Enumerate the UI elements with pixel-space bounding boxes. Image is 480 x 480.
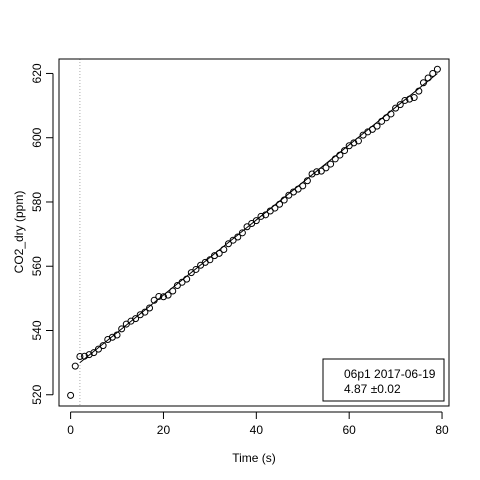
data-point — [192, 265, 200, 273]
data-point — [99, 342, 107, 350]
data-point — [206, 256, 214, 264]
x-tick-label: 80 — [435, 423, 449, 437]
data-point — [67, 391, 75, 399]
data-point — [113, 331, 121, 339]
x-tick-label: 0 — [67, 423, 74, 437]
data-point — [327, 160, 335, 168]
data-point — [317, 167, 325, 175]
y-tick-label: 540 — [30, 320, 44, 340]
data-point — [173, 282, 181, 290]
data-point — [294, 185, 302, 193]
data-point — [90, 349, 98, 357]
data-point — [85, 351, 93, 359]
data-point — [392, 104, 400, 112]
data-point — [81, 352, 89, 360]
data-point — [183, 275, 191, 283]
y-tick-label: 580 — [30, 192, 44, 212]
data-point — [373, 122, 381, 130]
data-point — [276, 200, 284, 208]
data-point — [280, 196, 288, 204]
data-point — [234, 233, 242, 241]
data-point — [141, 308, 149, 316]
data-point — [424, 74, 432, 82]
data-point — [378, 117, 386, 125]
data-point — [76, 353, 84, 361]
data-points-layer — [67, 65, 441, 399]
y-axis-label: CO2_dry (ppm) — [12, 191, 26, 274]
legend: 06p1 2017-06-19 4.87 ±0.02 — [322, 358, 445, 402]
data-point — [155, 292, 163, 300]
data-point — [419, 79, 427, 87]
data-point — [350, 139, 358, 147]
x-tick-label: 40 — [250, 423, 264, 437]
data-point — [118, 325, 126, 333]
data-point — [229, 236, 237, 244]
data-point — [215, 249, 223, 257]
y-tick-label: 620 — [30, 63, 44, 83]
data-point — [169, 287, 177, 295]
x-tick-label: 20 — [157, 423, 171, 437]
data-point — [354, 137, 362, 145]
data-point — [132, 315, 140, 323]
data-point — [146, 304, 154, 312]
data-point — [220, 246, 228, 254]
y-tick-label: 560 — [30, 256, 44, 276]
data-point — [285, 191, 293, 199]
data-point — [164, 291, 172, 299]
data-point — [336, 151, 344, 159]
data-point — [257, 212, 265, 220]
legend-line-1: 06p1 2017-06-19 — [344, 367, 436, 381]
data-point — [71, 362, 79, 370]
legend-box — [322, 358, 445, 402]
y-axis: 520 540 560 580 600 620 — [30, 63, 54, 405]
data-point — [406, 95, 414, 103]
data-point — [159, 293, 167, 301]
data-point — [303, 177, 311, 185]
data-point — [429, 69, 437, 77]
data-point — [252, 217, 260, 225]
data-point — [313, 168, 321, 176]
data-point — [382, 114, 390, 122]
data-point — [396, 101, 404, 109]
data-point — [368, 125, 376, 133]
data-point — [299, 182, 307, 190]
plot-frame — [58, 58, 450, 407]
y-tick-label: 520 — [30, 384, 44, 404]
data-point — [94, 345, 102, 353]
data-point — [415, 87, 423, 95]
y-tick-label: 600 — [30, 127, 44, 147]
x-axis-label: Time (s) — [232, 451, 276, 465]
data-point — [359, 131, 367, 139]
data-point — [238, 229, 246, 237]
data-point — [341, 147, 349, 155]
data-point — [187, 269, 195, 277]
data-point — [322, 164, 330, 172]
data-point — [243, 223, 251, 231]
data-point — [224, 240, 232, 248]
x-tick-label: 60 — [342, 423, 356, 437]
legend-line-2: 4.87 ±0.02 — [344, 382, 401, 396]
data-point — [271, 204, 279, 212]
data-point — [401, 96, 409, 104]
data-point — [433, 65, 441, 73]
data-point — [387, 110, 395, 118]
data-point — [331, 155, 339, 163]
data-point — [178, 278, 186, 286]
x-axis: 0 20 40 60 80 — [67, 411, 449, 437]
data-point — [262, 211, 270, 219]
data-point — [410, 94, 418, 102]
data-point — [150, 296, 158, 304]
